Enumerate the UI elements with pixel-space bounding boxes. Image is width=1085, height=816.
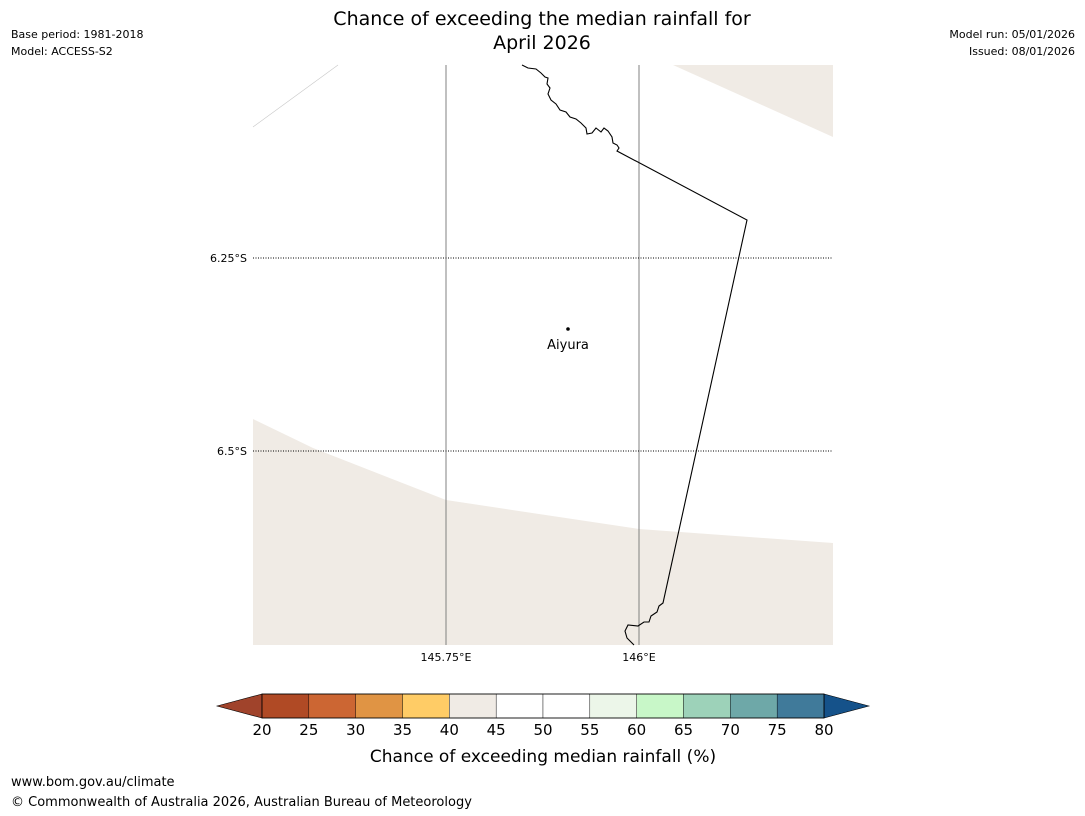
- lat-label-6-5: 6.5°S: [217, 445, 247, 458]
- aiyura-label: Aiyura: [547, 338, 589, 353]
- colorbar-tick-label: 35: [393, 721, 412, 739]
- shade-region-bottom: [253, 419, 833, 645]
- colorbar-swatch: [542, 693, 591, 719]
- colorbar-over-triangle: [823, 693, 871, 719]
- colorbar-tick-label: 45: [487, 721, 506, 739]
- meta-left: Base period: 1981-2018 Model: ACCESS-S2: [11, 26, 143, 60]
- lon-label-146: 146°E: [622, 651, 655, 664]
- lon-label-145-75: 145.75°E: [421, 651, 472, 664]
- colorbar-swatch: [308, 693, 356, 719]
- colorbar-swatch: [261, 693, 310, 719]
- colorbar-under-triangle: [215, 693, 263, 719]
- colorbar-tick-label: 75: [768, 721, 787, 739]
- colorbar-swatch: [683, 693, 731, 719]
- colorbar-outline: [261, 693, 825, 719]
- shade-region-top-right: [673, 65, 833, 137]
- title-line-2: April 2026: [493, 32, 591, 54]
- colorbar-label: Chance of exceeding median rainfall (%): [370, 747, 716, 767]
- issued-date: Issued: 08/01/2026: [968, 45, 1075, 58]
- footer-url: www.bom.gov.au/climate: [11, 775, 175, 790]
- region-edge-top-left: [252, 64, 339, 128]
- base-period: Base period: 1981-2018: [11, 28, 144, 41]
- colorbar-swatch: [495, 693, 544, 719]
- colorbar-swatch: [730, 693, 778, 719]
- colorbar-tick-label: 30: [346, 721, 365, 739]
- model-name: Model: ACCESS-S2: [11, 45, 113, 58]
- colorbar-tick-label: 80: [814, 721, 833, 739]
- colorbar-tick-label: 25: [299, 721, 318, 739]
- colorbar-tick-label: 40: [440, 721, 459, 739]
- meta-right: Model run: 05/01/2026 Issued: 08/01/2026: [949, 26, 1075, 60]
- colorbar-swatch: [449, 693, 497, 719]
- colorbar-swatch: [355, 693, 403, 719]
- colorbar: 20 25 30 35 40 45 50 55 60 65 70 75 80 Chance of exc…: [215, 693, 871, 767]
- border-line: [521, 64, 748, 646]
- chart-title: Chance of exceeding the median rainfall …: [242, 7, 842, 55]
- footer-copyright: © Commonwealth of Australia 2026, Austra…: [11, 795, 472, 810]
- colorbar-tick-label: 70: [721, 721, 740, 739]
- colorbar-tick-label: 50: [533, 721, 552, 739]
- aiyura-marker: [566, 327, 570, 331]
- colorbar-tick-label: 55: [580, 721, 599, 739]
- model-run: Model run: 05/01/2026: [949, 28, 1075, 41]
- colorbar-swatch: [776, 693, 825, 719]
- colorbar-swatch: [589, 693, 637, 719]
- title-line-1: Chance of exceeding the median rainfall …: [333, 8, 751, 30]
- colorbar-swatch: [402, 693, 450, 719]
- colorbar-swatch: [636, 693, 684, 719]
- colorbar-tick-label: 20: [252, 721, 271, 739]
- map-panel: Aiyura 6.25°S 6.5°S 145.75°E 146°E: [210, 64, 833, 664]
- colorbar-tick-label: 60: [627, 721, 646, 739]
- colorbar-tick-label: 65: [674, 721, 693, 739]
- lat-label-6-25: 6.25°S: [210, 252, 247, 265]
